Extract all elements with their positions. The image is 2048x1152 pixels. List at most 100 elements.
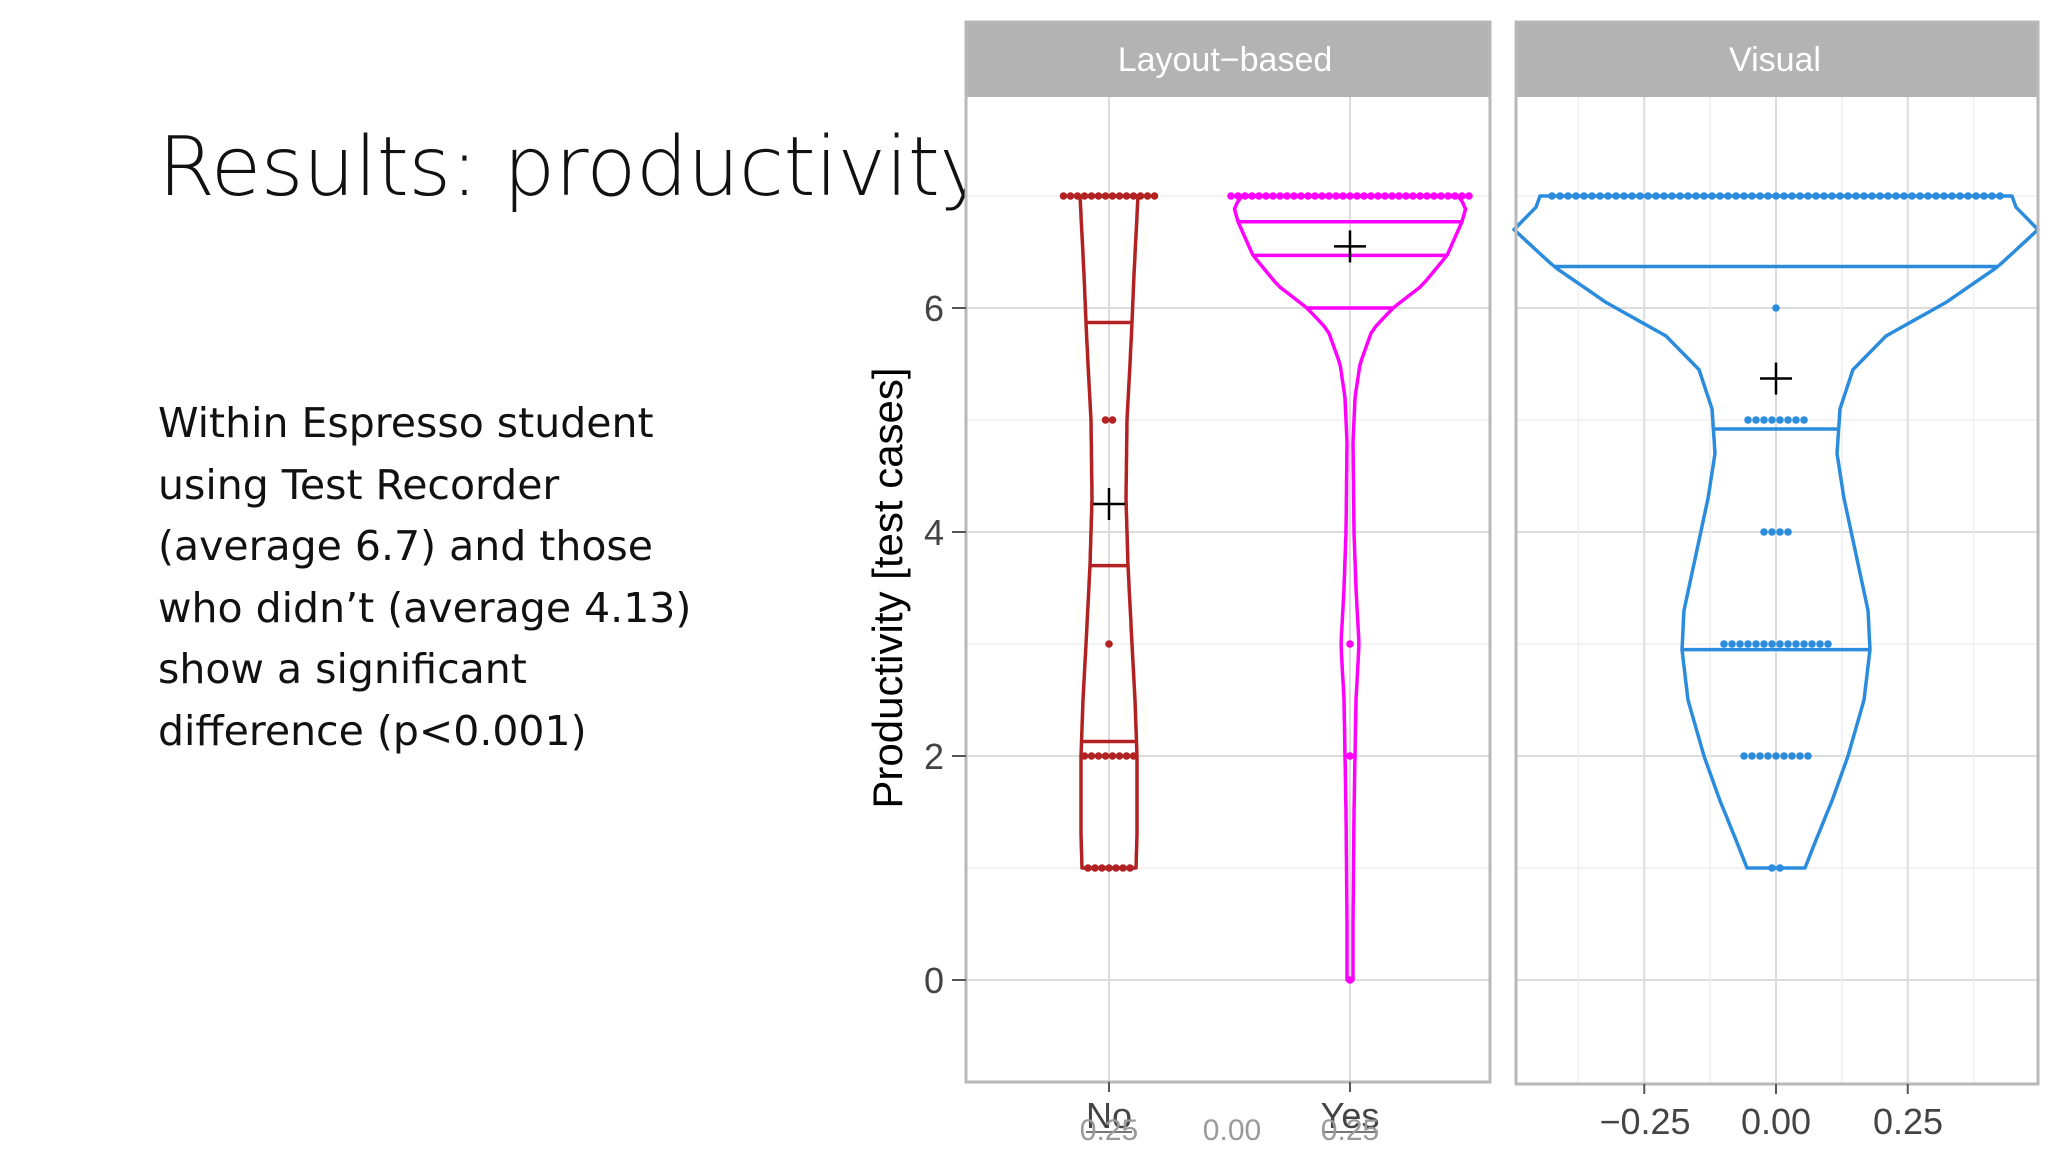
data-point <box>1716 192 1724 200</box>
data-point <box>1318 192 1326 200</box>
data-point <box>1760 416 1768 424</box>
data-point <box>1451 192 1459 200</box>
data-point <box>1444 192 1452 200</box>
data-point <box>1066 192 1075 200</box>
data-point <box>1122 192 1131 200</box>
ghost-tick-label: 0.25 <box>1080 1114 1138 1147</box>
data-point <box>1094 192 1103 200</box>
data-point <box>1772 304 1780 312</box>
data-point <box>1143 192 1152 200</box>
x-tick-label-000: 0.00 <box>1741 1101 1811 1142</box>
body-line: difference (p<0.001) <box>158 706 587 755</box>
data-point <box>1596 192 1604 200</box>
data-point <box>1346 192 1354 200</box>
data-point <box>1346 640 1354 648</box>
y-axis-label: Productivity [test cases] <box>864 367 911 808</box>
data-point <box>1458 192 1466 200</box>
data-point <box>1764 752 1772 760</box>
data-point <box>1367 192 1375 200</box>
body-line: Within Espresso student <box>158 399 654 447</box>
data-point <box>1972 192 1980 200</box>
data-point <box>1752 416 1760 424</box>
slide-title: Results: productivity <box>158 120 988 215</box>
data-point <box>1388 192 1396 200</box>
frame-layer <box>952 20 2040 1133</box>
data-point <box>1572 192 1580 200</box>
data-point <box>1876 192 1884 200</box>
data-point <box>1395 192 1403 200</box>
data-point <box>1776 416 1784 424</box>
data-point <box>1311 192 1319 200</box>
data-point <box>1080 752 1089 760</box>
data-point <box>1868 192 1876 200</box>
data-point <box>1262 192 1270 200</box>
data-point <box>1844 192 1852 200</box>
data-point <box>1108 416 1117 424</box>
data-point <box>1768 640 1776 648</box>
data-point <box>1988 192 1996 200</box>
data-point <box>1736 640 1744 648</box>
data-point <box>1126 864 1134 872</box>
data-point <box>1588 192 1596 200</box>
ghost-tick-label: 0.25 <box>1321 1114 1379 1147</box>
data-point <box>1430 192 1438 200</box>
data-point <box>1788 752 1796 760</box>
data-point <box>1900 192 1908 200</box>
data-point <box>1780 752 1788 760</box>
data-point <box>1860 192 1868 200</box>
data-point <box>1248 192 1256 200</box>
data-point <box>1924 192 1932 200</box>
data-point <box>1101 416 1110 424</box>
y-tick-label: 4 <box>924 512 944 553</box>
data-point <box>1812 192 1820 200</box>
data-point <box>1227 192 1235 200</box>
data-point <box>1740 192 1748 200</box>
data-point <box>1724 192 1732 200</box>
data-point <box>1744 416 1752 424</box>
data-point <box>1105 864 1113 872</box>
data-point <box>1325 192 1333 200</box>
data-point <box>1956 192 1964 200</box>
data-point <box>1381 192 1389 200</box>
data-point <box>1784 528 1792 536</box>
panel-strip-visual <box>1516 22 2038 97</box>
data-point <box>1820 192 1828 200</box>
data-point <box>1416 192 1424 200</box>
data-point <box>1437 192 1445 200</box>
violin-layer <box>1078 194 2040 982</box>
data-point <box>1628 192 1636 200</box>
data-point <box>1816 640 1824 648</box>
body-line: (average 6.7) and those <box>158 522 654 570</box>
data-point <box>1676 192 1684 200</box>
data-point <box>1105 640 1113 648</box>
data-point <box>1073 192 1082 200</box>
data-point <box>1948 192 1956 200</box>
data-point <box>1283 192 1291 200</box>
text-layer: Productivity [test cases] Layout−based V… <box>864 41 1943 1147</box>
data-point <box>1792 416 1800 424</box>
data-point <box>1764 192 1772 200</box>
data-point <box>1892 192 1900 200</box>
data-point <box>1115 192 1124 200</box>
data-point <box>1760 640 1768 648</box>
y-tick-label: 0 <box>924 960 944 1001</box>
data-point <box>1080 192 1089 200</box>
data-point <box>1402 192 1410 200</box>
data-point <box>1932 192 1940 200</box>
data-point <box>1652 192 1660 200</box>
data-point <box>1580 192 1588 200</box>
data-point <box>1780 192 1788 200</box>
violin-Visual <box>1512 194 2040 870</box>
data-point <box>1091 864 1099 872</box>
data-point <box>1241 192 1249 200</box>
panel-frame-layout <box>964 20 1492 1084</box>
grid-layer <box>966 22 2038 1084</box>
body-line: using Test Recorder <box>158 460 560 509</box>
data-point <box>1108 192 1117 200</box>
data-point <box>1768 528 1776 536</box>
data-point <box>1796 752 1804 760</box>
data-point <box>1644 192 1652 200</box>
data-point <box>1346 752 1354 760</box>
data-point <box>1828 192 1836 200</box>
